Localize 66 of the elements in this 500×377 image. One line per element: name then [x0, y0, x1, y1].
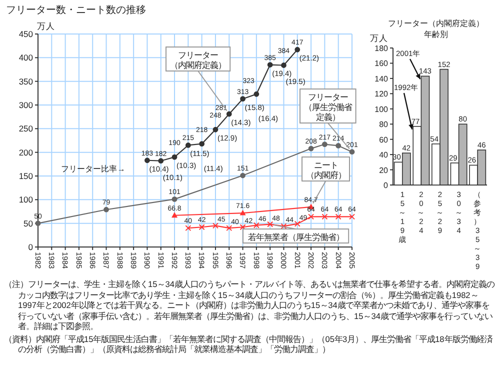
point [308, 214, 314, 220]
y-axis-title: 万人 [370, 33, 388, 43]
y-tick-label: 160 [374, 59, 389, 68]
y-tick-label: 180 [374, 44, 389, 53]
point [349, 214, 355, 220]
annotation: フリーター比率→ [61, 164, 126, 174]
point [335, 214, 342, 220]
point [172, 196, 178, 202]
point [294, 46, 300, 52]
point [253, 222, 260, 228]
point [226, 225, 232, 232]
point [212, 126, 218, 132]
y-tick-label: 60 [379, 135, 389, 144]
y-tick-label: 140 [374, 74, 389, 84]
y-tick-label: 400 [18, 52, 34, 63]
point [144, 158, 150, 164]
point [185, 225, 192, 232]
point [349, 149, 355, 155]
text: フリーター（内閣府定義） [170, 50, 226, 70]
y-tick-label: 100 [18, 194, 34, 205]
y-tick-label: 300 [18, 100, 34, 110]
y-tick-label: 0 [28, 242, 34, 252]
point [294, 220, 300, 227]
point [267, 62, 273, 68]
point [322, 142, 328, 147]
text: （注）フリーターは、学生・主婦を除く15～34歳人口のうちパート・アルバイト等、あるいは無業者で仕事を希望する者。内閣府定義のカッコ内数字はフリーター比率であり学生・主婦を除く15～34歳人口のうちフリーターの割合（%）。厚生労働省定義も1982～1997年と2002年以降とでは若干異なる。ニート（内閣府）は非労働力人口のうち15～34歳で卒業者かつ未婚であり、通学や家事を行っていない者（家事手伝い含む）。若年層無業者（厚生労働省）は、非労働力人口のうち、15～34歳で通学や家事を行っていない者。詳細は下図参照。 [4, 279, 496, 332]
chart-title: フリーター数・ニート数の推移 [6, 4, 146, 16]
y-tick-label: 450 [18, 29, 34, 39]
series-label: 若年無業者（厚生労働省） [248, 232, 344, 242]
y-tick-label: 150 [18, 171, 34, 181]
chart-title: フリーター（内閣府定義） [388, 19, 484, 28]
point [240, 224, 246, 230]
point [172, 212, 178, 218]
chart-subtitle: 年齢別 [424, 30, 448, 39]
point [281, 62, 286, 68]
point [322, 214, 328, 220]
y-tick-label: 120 [374, 90, 389, 99]
y-tick-label: 250 [18, 124, 34, 134]
point [212, 222, 218, 229]
point [240, 96, 246, 102]
point [198, 224, 205, 230]
y-tick-label: 80 [379, 120, 389, 130]
point [158, 158, 164, 164]
text: フリーター（厚生労働省定義） [304, 92, 352, 122]
point [185, 142, 191, 148]
y-tick-label: 200 [18, 147, 34, 158]
y-tick-label: 50 [24, 218, 34, 228]
point [226, 111, 232, 117]
y-axis-title: 万人 [37, 21, 55, 31]
y-tick-label: 100 [374, 104, 389, 114]
point [267, 221, 274, 228]
point [172, 154, 178, 160]
y-tick-label: 40 [379, 150, 389, 160]
point [336, 143, 342, 148]
point [35, 220, 41, 226]
y-tick-label: 0 [384, 181, 389, 190]
point [240, 172, 246, 178]
y-tick-label: 20 [379, 166, 389, 175]
y-tick-label: 350 [18, 76, 34, 86]
point [254, 91, 260, 97]
point [199, 141, 205, 147]
point [308, 146, 314, 152]
point [240, 210, 246, 216]
point [104, 206, 109, 212]
text: ニート（内閣府） [306, 160, 346, 180]
text: （資料）内閣府「平成15年版国民生活白書」「若年無業者に関する調査（中間報告）」（05年3月）、厚生労働省「平成18年版労働経済の分析（労働白書）」（原資料は総務省統計局「就業構造基本調査」「労働力調査」） [4, 334, 494, 354]
